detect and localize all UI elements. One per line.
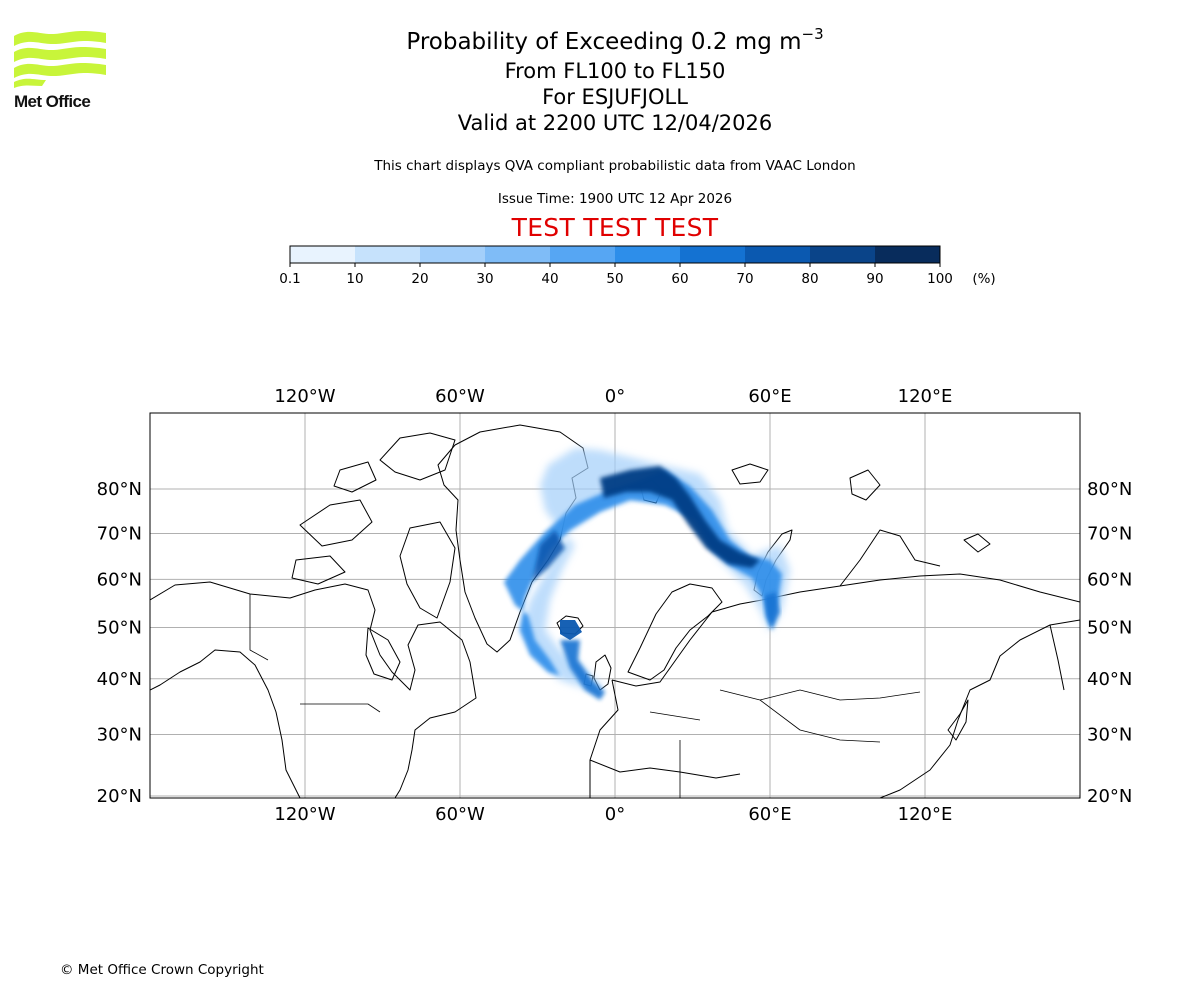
latitude-label-left: 70°N — [97, 524, 142, 545]
alaska-border — [250, 594, 268, 660]
latitude-label-right: 40°N — [1087, 669, 1132, 690]
baffin-coastline — [400, 522, 455, 618]
north-america-coastline — [150, 582, 476, 798]
africa-coastline — [590, 760, 740, 778]
longitude-label-bottom: 60°W — [435, 804, 485, 825]
plume-core-iceland — [560, 620, 582, 640]
longitude-label-bottom: 120°E — [898, 804, 953, 825]
hudson-bay-coastline — [366, 628, 400, 680]
longitude-label-top: 60°W — [435, 386, 485, 407]
latitude-label-left: 60°N — [97, 569, 142, 590]
ash-probability-map: 120°W 60°W 0° 60°E 120°E 120°W 60°W 0° 60°E 120°… — [0, 0, 1200, 1000]
longitude-label-bottom: 60°E — [748, 804, 791, 825]
longitude-label-top: 60°E — [748, 386, 791, 407]
scandinavia-coastline — [628, 584, 722, 680]
eurasia-coastline — [590, 574, 1080, 798]
ash-plume — [504, 448, 790, 700]
latitude-label-left: 50°N — [97, 618, 142, 639]
latitude-label-left: 20°N — [97, 786, 142, 807]
longitude-label-top: 120°E — [898, 386, 953, 407]
central-asia-borders — [760, 700, 880, 742]
longitude-label-top: 0° — [605, 386, 625, 407]
severnaya-zemlya-coastline — [850, 470, 880, 500]
copyright-notice: © Met Office Crown Copyright — [60, 962, 264, 978]
franz-josef-coastline — [732, 464, 768, 484]
latitude-label-right: 70°N — [1087, 524, 1132, 545]
latitude-label-right: 50°N — [1087, 618, 1132, 639]
latitude-label-right: 20°N — [1087, 786, 1132, 807]
latitude-label-right: 60°N — [1087, 569, 1132, 590]
us-canada-border — [300, 704, 380, 712]
ellesmere-coastline — [380, 433, 455, 480]
new-siberian-islands-coastline — [964, 534, 990, 552]
latitude-label-right: 80°N — [1087, 479, 1132, 500]
longitude-label-bottom: 120°W — [274, 804, 335, 825]
latitude-label-left: 30°N — [97, 724, 142, 745]
latitude-label-left: 80°N — [97, 479, 142, 500]
eurasia-borders — [650, 690, 920, 798]
kamchatka-coastline — [1050, 625, 1064, 690]
latitude-label-left: 40°N — [97, 669, 142, 690]
longitude-label-bottom: 0° — [605, 804, 625, 825]
latitude-label-right: 30°N — [1087, 724, 1132, 745]
longitude-label-top: 120°W — [274, 386, 335, 407]
